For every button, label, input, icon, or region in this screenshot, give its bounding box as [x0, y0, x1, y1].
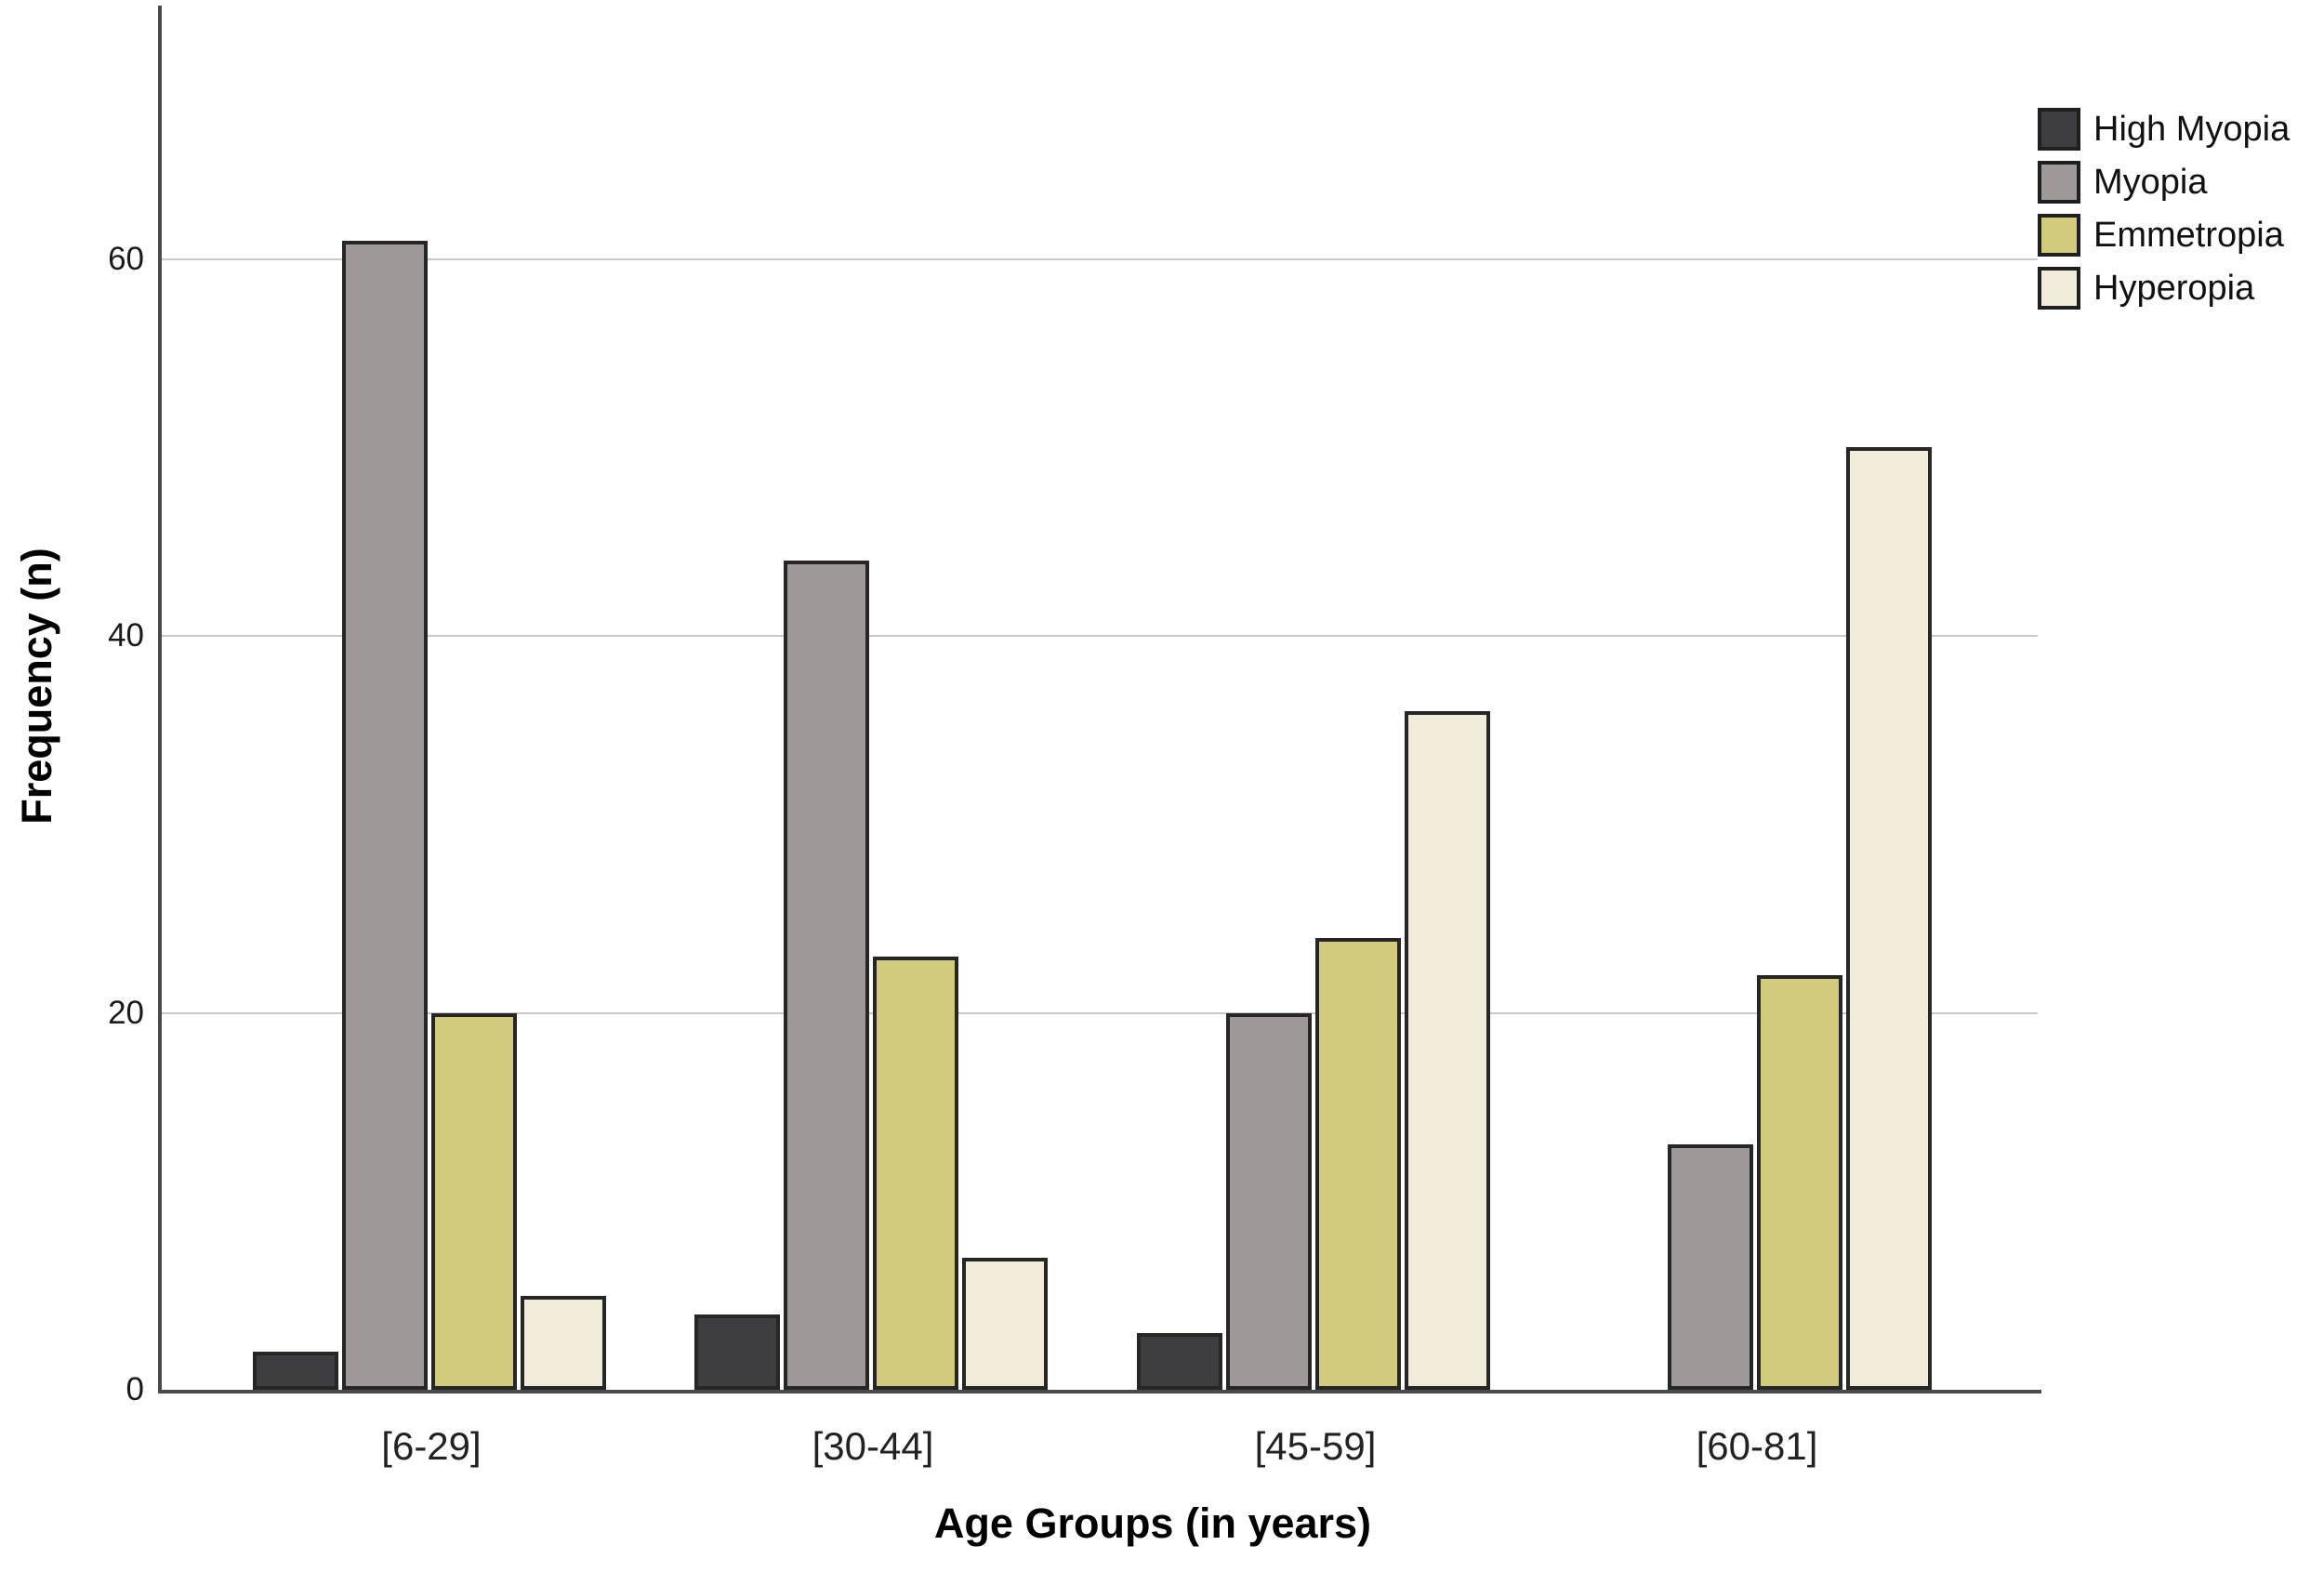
bar-high-myopia--30-44- — [694, 1314, 780, 1390]
bar-hyperopia--6-29- — [521, 1296, 606, 1390]
legend-label-emmetropia: Emmetropia — [2093, 216, 2284, 255]
bar-hyperopia--60-81- — [1846, 447, 1932, 1390]
y-axis-title: Frequency (n) — [13, 548, 60, 825]
bar-emmetropia--6-29- — [431, 1013, 517, 1390]
gridline-20 — [160, 1012, 2038, 1014]
bar-emmetropia--60-81- — [1757, 975, 1842, 1390]
legend-label-myopia: Myopia — [2093, 163, 2208, 202]
bar-myopia--60-81- — [1668, 1144, 1753, 1390]
legend-swatch-high-myopia — [2038, 108, 2080, 151]
x-category-label--6-29-: [6-29] — [381, 1424, 482, 1468]
gridline-40 — [160, 635, 2038, 637]
bar-myopia--30-44- — [784, 561, 869, 1390]
x-category-label--60-81-: [60-81] — [1696, 1424, 1818, 1468]
bar-hyperopia--30-44- — [962, 1258, 1048, 1390]
bar-hyperopia--45-59- — [1405, 711, 1490, 1390]
bar-high-myopia--45-59- — [1137, 1333, 1222, 1390]
x-category-label--45-59-: [45-59] — [1254, 1424, 1377, 1468]
gridline-60 — [160, 258, 2038, 260]
x-axis-line — [158, 1390, 2041, 1393]
x-axis-title: Age Groups (in years) — [933, 1499, 1372, 1547]
legend-swatch-emmetropia — [2038, 214, 2080, 257]
y-tick-label-60: 60 — [108, 241, 144, 277]
bar-myopia--45-59- — [1226, 1013, 1312, 1390]
y-tick-label-40: 40 — [108, 617, 144, 654]
bar-high-myopia--6-29- — [253, 1352, 338, 1390]
y-axis-line — [158, 6, 162, 1393]
legend-label-high-myopia: High Myopia — [2093, 110, 2291, 149]
bar-emmetropia--45-59- — [1315, 938, 1401, 1390]
y-tick-label-20: 20 — [108, 995, 144, 1031]
legend-swatch-hyperopia — [2038, 267, 2080, 310]
x-category-label--30-44-: [30-44] — [812, 1424, 934, 1468]
bar-emmetropia--30-44- — [873, 957, 958, 1390]
y-tick-label-0: 0 — [125, 1371, 144, 1407]
bar-myopia--6-29- — [342, 241, 428, 1390]
legend-swatch-myopia — [2038, 161, 2080, 204]
legend-label-hyperopia: Hyperopia — [2093, 269, 2255, 308]
